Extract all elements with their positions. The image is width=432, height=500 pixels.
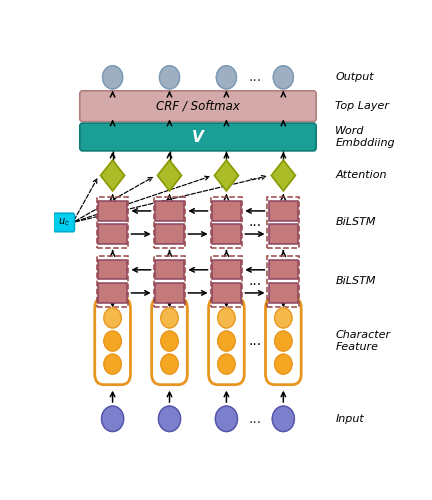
Circle shape <box>218 354 235 374</box>
FancyBboxPatch shape <box>80 91 316 122</box>
Circle shape <box>102 406 124 431</box>
FancyBboxPatch shape <box>155 284 184 302</box>
FancyBboxPatch shape <box>212 202 241 220</box>
Circle shape <box>216 66 236 89</box>
Polygon shape <box>157 160 181 191</box>
FancyBboxPatch shape <box>212 224 241 244</box>
Circle shape <box>216 406 238 431</box>
Text: ...: ... <box>248 70 261 85</box>
FancyBboxPatch shape <box>54 213 74 232</box>
Text: ...: ... <box>248 274 261 288</box>
Circle shape <box>104 354 121 374</box>
FancyBboxPatch shape <box>155 202 184 220</box>
Text: ...: ... <box>248 334 261 348</box>
FancyBboxPatch shape <box>80 123 316 151</box>
Polygon shape <box>214 160 238 191</box>
Circle shape <box>275 354 292 374</box>
FancyBboxPatch shape <box>269 224 298 244</box>
Circle shape <box>161 354 178 374</box>
Polygon shape <box>101 160 125 191</box>
Polygon shape <box>271 160 295 191</box>
FancyBboxPatch shape <box>155 260 184 280</box>
Circle shape <box>161 308 178 328</box>
Circle shape <box>104 331 121 351</box>
Circle shape <box>218 331 235 351</box>
Circle shape <box>272 406 294 431</box>
Text: BiLSTM: BiLSTM <box>335 218 376 228</box>
FancyBboxPatch shape <box>269 202 298 220</box>
Text: Word
Embddiing: Word Embddiing <box>335 126 395 148</box>
Text: CRF / Softmax: CRF / Softmax <box>156 100 240 112</box>
Text: $u_c$: $u_c$ <box>58 216 70 228</box>
FancyBboxPatch shape <box>98 284 127 302</box>
Text: ...: ... <box>248 216 261 230</box>
Circle shape <box>102 66 123 89</box>
Text: Attention: Attention <box>335 170 387 180</box>
FancyBboxPatch shape <box>269 260 298 280</box>
Circle shape <box>275 308 292 328</box>
Text: BiLSTM: BiLSTM <box>335 276 376 286</box>
Circle shape <box>161 331 178 351</box>
Circle shape <box>218 308 235 328</box>
FancyBboxPatch shape <box>98 260 127 280</box>
Text: ...: ... <box>248 168 261 182</box>
Circle shape <box>273 66 293 89</box>
Text: Character
Feature: Character Feature <box>335 330 391 352</box>
Text: Input: Input <box>335 414 364 424</box>
Circle shape <box>159 66 180 89</box>
FancyBboxPatch shape <box>98 202 127 220</box>
FancyBboxPatch shape <box>212 284 241 302</box>
Text: V: V <box>192 130 204 144</box>
Circle shape <box>275 331 292 351</box>
FancyBboxPatch shape <box>155 224 184 244</box>
FancyBboxPatch shape <box>98 224 127 244</box>
Text: Output: Output <box>335 72 374 83</box>
Circle shape <box>159 406 181 431</box>
Circle shape <box>104 308 121 328</box>
Text: Top Layer: Top Layer <box>335 101 389 111</box>
FancyBboxPatch shape <box>269 284 298 302</box>
Text: ...: ... <box>248 412 261 426</box>
FancyBboxPatch shape <box>212 260 241 280</box>
